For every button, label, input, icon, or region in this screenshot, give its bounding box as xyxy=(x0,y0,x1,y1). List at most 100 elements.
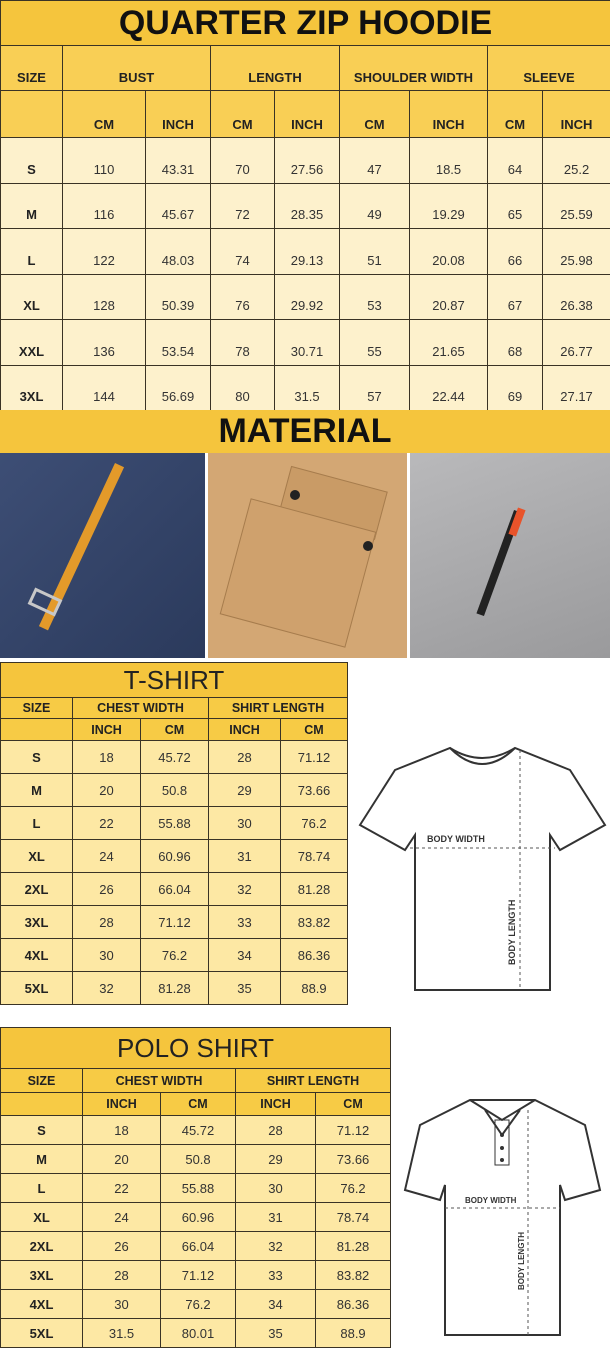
unit-header: INCH xyxy=(235,1092,316,1116)
value-cell: 71.12 xyxy=(314,1115,392,1145)
value-cell: 30 xyxy=(82,1289,161,1319)
value-cell: 55.88 xyxy=(160,1173,236,1203)
value-cell: 43.31 xyxy=(145,137,211,184)
value-cell: 72 xyxy=(210,182,275,229)
value-cell: 24 xyxy=(72,839,141,873)
value-cell: 76 xyxy=(210,273,275,320)
value-cell: 45.67 xyxy=(145,182,211,229)
value-cell: 136 xyxy=(62,319,146,366)
value-cell: 33 xyxy=(208,905,281,939)
value-cell: 50.8 xyxy=(160,1144,236,1174)
table-row: 2XL 26 66.04 32 81.28 xyxy=(0,872,348,906)
table-row: XL 24 60.96 31 78.74 xyxy=(0,839,348,873)
value-cell: 28 xyxy=(82,1260,161,1290)
value-cell: 76.2 xyxy=(160,1289,236,1319)
value-cell: 49 xyxy=(339,182,410,229)
table-row: M 116 45.67 72 28.35 49 19.29 65 25.59 xyxy=(0,182,610,229)
size-cell: 3XL xyxy=(0,1260,83,1290)
table-row: XL 24 60.96 31 78.74 xyxy=(0,1202,392,1232)
value-cell: 73.66 xyxy=(314,1144,392,1174)
table-row: 2XL 26 66.04 32 81.28 xyxy=(0,1231,392,1261)
hoodie-size-table: QUARTER ZIP HOODIE SIZE BUST LENGTH SHOULDER… xyxy=(0,0,610,411)
unit-header: INCH xyxy=(145,90,211,138)
value-cell: 70 xyxy=(210,137,275,184)
table-row: 4XL 30 76.2 34 86.36 xyxy=(0,1289,392,1319)
unit-header: CM xyxy=(314,1092,392,1116)
table-row: 3XL 28 71.12 33 83.82 xyxy=(0,905,348,939)
value-cell: 66.04 xyxy=(160,1231,236,1261)
value-cell: 56.69 xyxy=(145,364,211,411)
value-cell: 53.54 xyxy=(145,319,211,366)
value-cell: 60.96 xyxy=(160,1202,236,1232)
value-cell: 86.36 xyxy=(314,1289,392,1319)
size-cell: 5XL xyxy=(0,971,73,1005)
unit-header: CM xyxy=(210,90,275,138)
table-row: L 122 48.03 74 29.13 51 20.08 66 25.98 xyxy=(0,228,610,275)
size-cell: XL xyxy=(0,839,73,873)
value-cell: 20.08 xyxy=(409,228,488,275)
empty-header xyxy=(0,90,63,138)
table-row: M 20 50.8 29 73.66 xyxy=(0,1144,392,1174)
value-cell: 81.28 xyxy=(280,872,348,906)
size-cell: L xyxy=(0,228,63,275)
value-cell: 29 xyxy=(235,1144,316,1174)
value-cell: 50.39 xyxy=(145,273,211,320)
value-cell: 76.2 xyxy=(140,938,209,972)
value-cell: 34 xyxy=(208,938,281,972)
value-cell: 64 xyxy=(487,137,543,184)
tshirt-body-length-label: BODY LENGTH xyxy=(507,900,517,965)
value-cell: 71.12 xyxy=(140,905,209,939)
table-row: 3XL 28 71.12 33 83.82 xyxy=(0,1260,392,1290)
measurement-group-header: SLEEVE xyxy=(486,45,610,91)
polo-size-table: POLO SHIRT SIZE CHEST WIDTH SHIRT LENGTH INC… xyxy=(0,1027,392,1348)
value-cell: 73.66 xyxy=(280,773,348,807)
value-cell: 30 xyxy=(235,1173,316,1203)
tshirt-outline xyxy=(358,746,607,991)
empty-header xyxy=(0,718,73,741)
polo-outline xyxy=(403,1099,602,1336)
size-cell: S xyxy=(0,137,63,184)
value-cell: 29.92 xyxy=(274,273,340,320)
value-cell: 68 xyxy=(487,319,543,366)
value-cell: 22.44 xyxy=(409,364,488,411)
material-photo-khaki-pocket xyxy=(208,453,407,658)
size-cell: S xyxy=(0,740,73,774)
value-cell: 20.87 xyxy=(409,273,488,320)
value-cell: 26 xyxy=(72,872,141,906)
value-cell: 25.2 xyxy=(541,137,610,184)
table-row: M 20 50.8 29 73.66 xyxy=(0,773,348,807)
value-cell: 28 xyxy=(208,740,281,774)
value-cell: 31 xyxy=(235,1202,316,1232)
value-cell: 74 xyxy=(210,228,275,275)
value-cell: 110 xyxy=(62,137,146,184)
value-cell: 20 xyxy=(72,773,141,807)
unit-header: INCH xyxy=(82,1092,161,1116)
value-cell: 28.35 xyxy=(274,182,340,229)
table-row: 3XL 144 56.69 80 31.5 57 22.44 69 27.17 xyxy=(0,364,610,411)
polo-body-width-label: BODY WIDTH xyxy=(465,1196,517,1205)
value-cell: 21.65 xyxy=(409,319,488,366)
value-cell: 47 xyxy=(339,137,410,184)
table-row: 5XL 31.5 80.01 35 88.9 xyxy=(0,1318,392,1348)
table-row: L 22 55.88 30 76.2 xyxy=(0,806,348,840)
material-photo-navy-zipper xyxy=(0,453,205,658)
value-cell: 50.8 xyxy=(140,773,209,807)
polo-measurement-diagram: BODY WIDTH BODY LENGTH xyxy=(403,1099,602,1336)
value-cell: 30 xyxy=(72,938,141,972)
material-photo-grey-zipper xyxy=(410,453,610,658)
size-cell: 2XL xyxy=(0,1231,83,1261)
size-cell: S xyxy=(0,1115,83,1145)
unit-header: INCH xyxy=(541,90,610,138)
size-header: SIZE xyxy=(0,697,73,719)
value-cell: 20 xyxy=(82,1144,161,1174)
measurement-group-header: CHEST WIDTH xyxy=(82,1068,236,1093)
unit-header: INCH xyxy=(72,718,141,741)
value-cell: 86.36 xyxy=(280,938,348,972)
value-cell: 22 xyxy=(82,1173,161,1203)
value-cell: 31.5 xyxy=(82,1318,161,1348)
value-cell: 144 xyxy=(62,364,146,411)
value-cell: 32 xyxy=(235,1231,316,1261)
value-cell: 30 xyxy=(208,806,281,840)
value-cell: 18.5 xyxy=(409,137,488,184)
measurement-group-header: SHIRT LENGTH xyxy=(234,1068,392,1093)
